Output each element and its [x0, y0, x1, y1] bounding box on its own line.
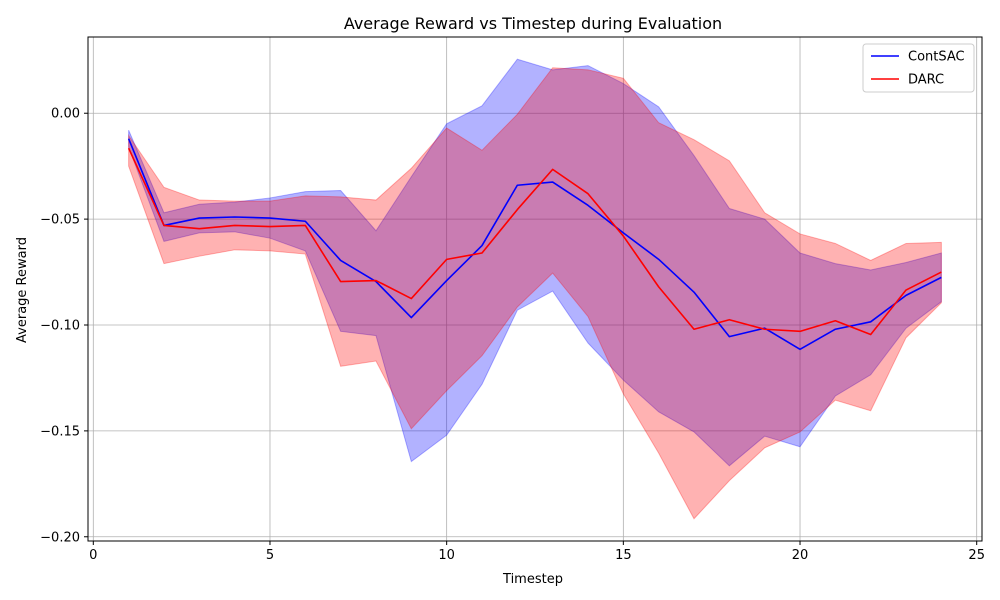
y-axis-label: Average Reward [15, 237, 30, 343]
band-darc [128, 67, 942, 520]
series-lines [127, 138, 942, 351]
confidence-bands [128, 58, 942, 520]
x-tick-label: 25 [968, 548, 985, 563]
y-tick-label: −0.10 [40, 319, 80, 334]
y-axis-ticks: −0.20 −0.15 −0.10 −0.05 0.00 [40, 107, 88, 545]
x-axis-ticks: 0 5 10 15 20 25 [89, 541, 985, 563]
y-tick-label: −0.15 [40, 424, 80, 439]
x-tick-label: 20 [792, 548, 809, 563]
grid [88, 37, 982, 541]
series-line-darc [127, 147, 942, 336]
series-line-contsac [127, 138, 942, 351]
y-tick-label: 0.00 [51, 107, 80, 122]
y-tick-label: −0.05 [40, 213, 80, 228]
x-tick-label: 15 [615, 548, 632, 563]
x-tick-label: 5 [266, 548, 274, 563]
chart-title: Average Reward vs Timestep during Evalua… [344, 14, 722, 33]
legend-label-contsac: ContSAC [908, 50, 965, 65]
legend: ContSAC DARC [862, 43, 975, 93]
plot-frame [87, 36, 983, 542]
y-tick-label: −0.20 [40, 530, 80, 545]
x-tick-label: 10 [438, 548, 455, 563]
band-contsac [128, 58, 942, 467]
x-tick-label: 0 [89, 548, 97, 563]
x-axis-label: Timestep [502, 572, 563, 587]
legend-label-darc: DARC [908, 73, 944, 88]
